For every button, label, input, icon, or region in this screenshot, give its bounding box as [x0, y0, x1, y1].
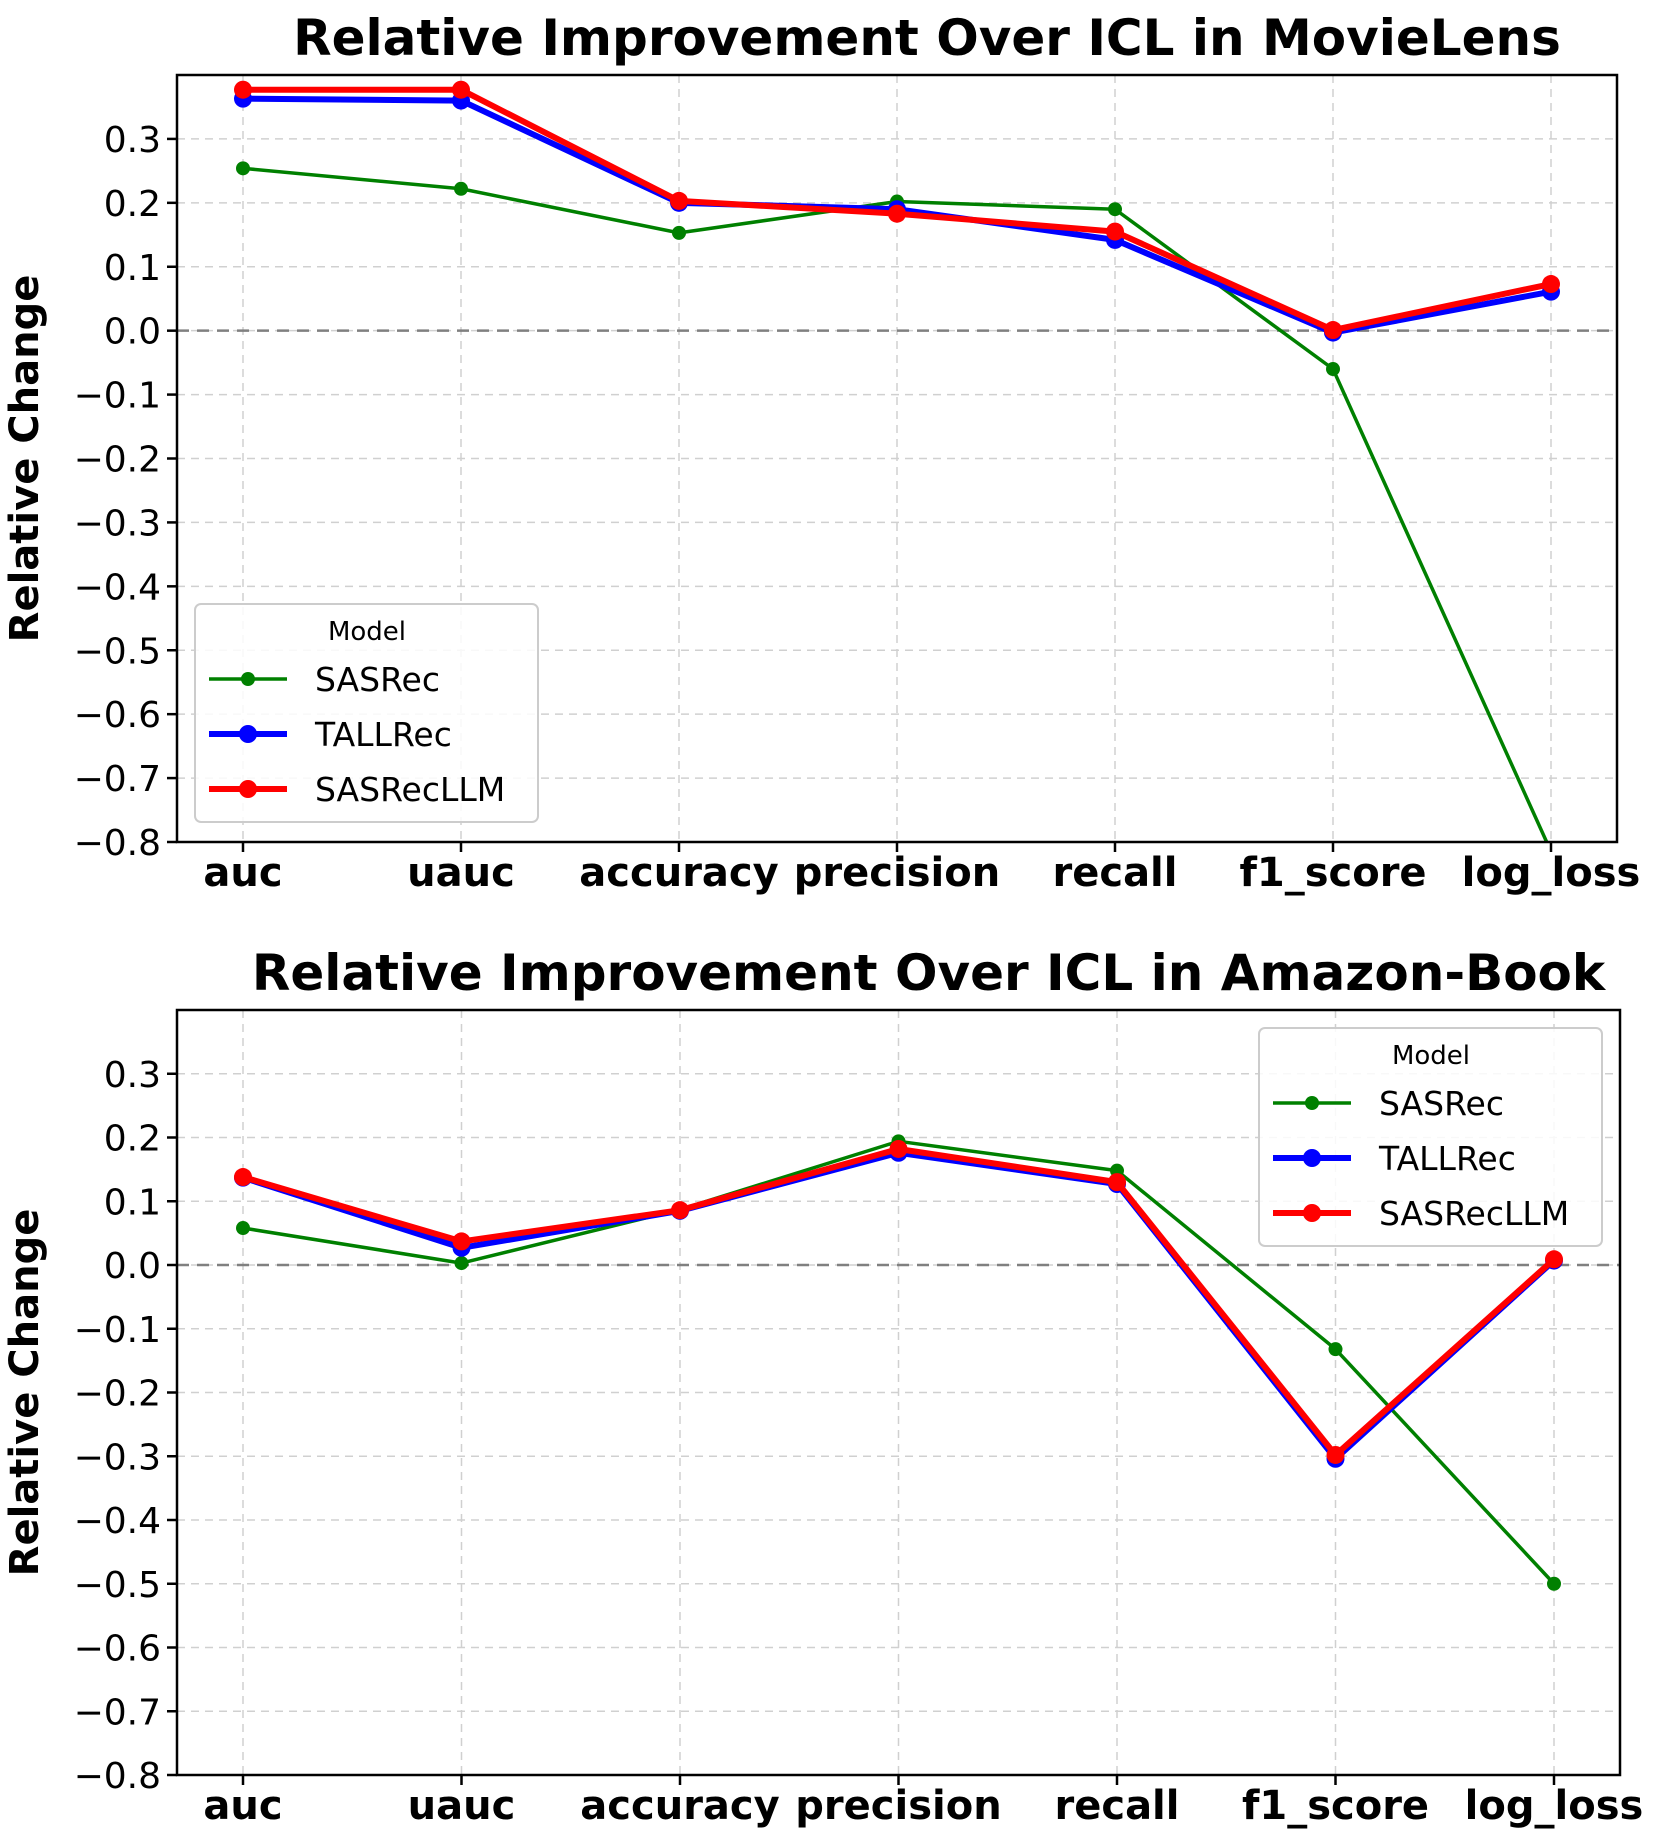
x-tick-label: auc: [203, 850, 282, 896]
legend-label-sasrec: SASRec: [315, 660, 440, 699]
data-point-sasrecllm-precision: [889, 1139, 908, 1158]
x-tick-label: auc: [203, 1783, 282, 1829]
x-tick-label: log_loss: [1465, 1783, 1644, 1829]
x-tick-label: accuracy: [579, 850, 778, 896]
plot-frame: [175, 1008, 1622, 1777]
data-point-sasrecllm-recall: [1108, 1173, 1126, 1192]
y-tick-label: 0.1: [104, 1182, 161, 1223]
legend-box: [194, 603, 539, 823]
data-point-sasrec-auc: [236, 1221, 250, 1236]
y-axis-label: Relative Change: [2, 275, 48, 643]
y-tick-label: −0.8: [74, 823, 161, 864]
y-tick-label: −0.6: [74, 1629, 161, 1670]
y-tick-label: −0.2: [74, 1374, 161, 1415]
chart-title: Relative Improvement Over ICL in MovieLe…: [293, 9, 1561, 67]
y-tick-label: −0.8: [74, 1756, 161, 1797]
data-point-sasrecllm-uauc: [452, 1232, 471, 1251]
data-point-sasrecllm-auc: [234, 1168, 252, 1187]
legend-label-tallrec: TALLRec: [314, 715, 452, 754]
legend-swatch-marker: [239, 780, 257, 798]
x-tick-label: log_loss: [1462, 850, 1641, 896]
legend-swatch-marker: [239, 725, 257, 743]
y-tick-label: 0.1: [104, 248, 161, 289]
data-point-sasrecllm-precision: [888, 204, 906, 223]
y-tick-label: −0.6: [74, 695, 161, 736]
y-tick-label: −0.4: [74, 567, 161, 608]
data-point-sasrecllm-log_loss: [1545, 1250, 1563, 1269]
amazon-book-chart: Relative Improvement Over ICL in Amazon-…: [2, 944, 1643, 1829]
y-tick-label: −0.5: [74, 631, 161, 672]
legend-label-sasrecllm: SASRecLLM: [1379, 1194, 1569, 1233]
y-tick-label: 0.2: [104, 1119, 161, 1160]
legend-title: Model: [328, 617, 406, 647]
data-point-sasrec-uauc: [454, 1256, 469, 1271]
y-tick-label: −0.1: [74, 1310, 161, 1351]
y-tick-label: 0.3: [104, 1055, 161, 1096]
x-tick-label: uauc: [407, 850, 515, 896]
data-point-sasrecllm-f1_score: [1324, 321, 1342, 340]
y-tick-label: −0.3: [74, 503, 161, 544]
legend-box: [1258, 1027, 1603, 1247]
data-point-sasrec-f1_score: [1328, 1342, 1343, 1357]
y-tick-label: −0.3: [74, 1437, 161, 1478]
legend-swatch-marker: [1303, 1149, 1321, 1167]
legend-swatch-marker: [241, 672, 255, 686]
plot-area: [234, 1134, 1563, 1591]
series-sasrecllm: [234, 80, 1560, 340]
y-tick-label: −0.4: [74, 1501, 161, 1542]
y-tick-label: −0.7: [74, 759, 161, 800]
y-tick-label: −0.1: [74, 376, 161, 417]
y-tick-label: −0.7: [74, 1692, 161, 1733]
data-point-sasrec-f1_score: [1326, 362, 1340, 377]
series-sasrecllm: [234, 1139, 1563, 1464]
data-point-sasrecllm-auc: [234, 80, 252, 99]
movielens-chart: Relative Improvement Over ICL in MovieLe…: [2, 9, 1640, 896]
y-tick-label: 0.0: [104, 312, 161, 353]
legend-label-tallrec: TALLRec: [1378, 1139, 1516, 1178]
y-axis-label: Relative Change: [2, 1209, 48, 1577]
data-point-sasrecllm-log_loss: [1542, 275, 1560, 294]
data-point-sasrec-accuracy: [672, 225, 686, 240]
chart-title: Relative Improvement Over ICL in Amazon-…: [252, 944, 1607, 1002]
data-point-sasrec-uauc: [454, 181, 468, 196]
data-point-sasrecllm-f1_score: [1326, 1445, 1345, 1464]
x-tick-label: precision: [794, 850, 1000, 896]
plot-area: [234, 80, 1560, 842]
x-tick-label: uauc: [408, 1783, 516, 1829]
x-tick-label: recall: [1055, 1783, 1180, 1829]
y-tick-label: 0.2: [104, 184, 161, 225]
data-point-sasrecllm-uauc: [452, 80, 470, 99]
x-tick-label: f1_score: [1239, 850, 1426, 896]
data-point-sasrec-log_loss: [1547, 1576, 1561, 1591]
y-tick-label: −0.5: [74, 1565, 161, 1606]
data-point-sasrecllm-recall: [1106, 222, 1124, 241]
legend-label-sasrec: SASRec: [1379, 1084, 1504, 1123]
data-point-sasrecllm-accuracy: [670, 191, 688, 210]
y-tick-label: −0.2: [74, 440, 161, 481]
legend-swatch-marker: [1303, 1204, 1321, 1222]
x-tick-label: f1_score: [1242, 1783, 1429, 1829]
legend-title: Model: [1392, 1041, 1470, 1071]
legend-label-sasrecllm: SASRecLLM: [315, 770, 505, 809]
y-tick-label: 0.3: [104, 120, 161, 161]
y-tick-label: 0.0: [104, 1246, 161, 1287]
data-point-sasrec-recall: [1108, 202, 1122, 217]
legend: Model SASRec TALLRec SASRecLLM: [194, 603, 539, 823]
x-tick-label: recall: [1053, 850, 1178, 896]
legend: Model SASRec TALLRec SASRecLLM: [1258, 1027, 1603, 1247]
legend-swatch-marker: [1305, 1096, 1319, 1110]
data-point-sasrecllm-accuracy: [671, 1201, 689, 1220]
data-point-sasrec-auc: [236, 161, 250, 176]
plot-frame: [175, 73, 1619, 844]
x-tick-label: precision: [795, 1783, 1001, 1829]
x-tick-label: accuracy: [580, 1783, 779, 1829]
